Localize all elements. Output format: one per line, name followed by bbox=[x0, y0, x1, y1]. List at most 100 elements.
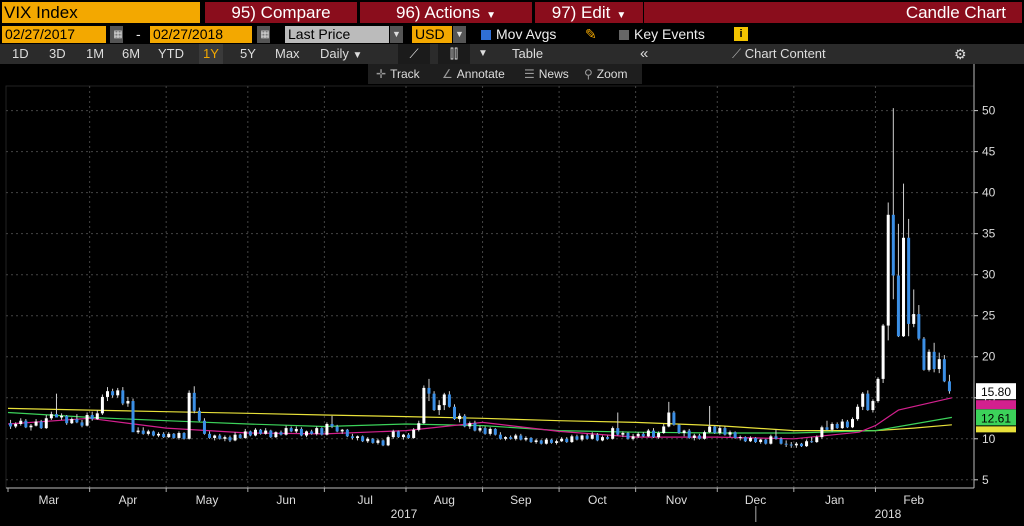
period-1d[interactable]: 1D bbox=[12, 46, 29, 61]
y-tick-label: 40 bbox=[982, 186, 996, 200]
candle-body bbox=[310, 431, 314, 434]
candle-body bbox=[407, 434, 411, 438]
candle-body bbox=[116, 390, 120, 396]
candle-body bbox=[544, 439, 548, 444]
candle-body bbox=[560, 438, 564, 442]
candle-body bbox=[305, 431, 309, 436]
chart-content-button[interactable]: ⟋ Chart Content bbox=[732, 44, 826, 64]
end-date-input[interactable]: 02/27/2018 bbox=[150, 26, 252, 43]
frequency-select[interactable]: Daily ▼ bbox=[320, 44, 362, 64]
candle-body bbox=[299, 428, 303, 436]
chart-type-title: Candle Chart bbox=[644, 2, 1022, 23]
table-button[interactable]: Table bbox=[512, 46, 544, 61]
start-date-input[interactable]: 02/27/2017 bbox=[2, 26, 106, 43]
candle-body bbox=[621, 433, 625, 435]
field-select[interactable]: Last Price bbox=[285, 26, 389, 43]
ma-magenta-box bbox=[976, 400, 1016, 410]
candle-body bbox=[600, 437, 604, 441]
period-max[interactable]: Max bbox=[275, 46, 300, 61]
candle-body bbox=[54, 414, 58, 418]
candle-body bbox=[238, 434, 242, 438]
candle-body bbox=[14, 424, 18, 427]
candle-body bbox=[850, 419, 854, 428]
year-label-2017: 2017 bbox=[391, 507, 418, 521]
x-tick-label: Mar bbox=[38, 493, 59, 507]
candle-body bbox=[85, 414, 89, 426]
candle-body bbox=[279, 432, 283, 435]
candle-body bbox=[866, 393, 870, 411]
candle-body bbox=[60, 415, 64, 418]
calendar-icon[interactable]: ▦ bbox=[257, 26, 270, 43]
gear-icon[interactable]: ⚙ bbox=[954, 46, 967, 62]
collapse-button[interactable]: « bbox=[640, 45, 649, 62]
actions-menu[interactable]: 96) Actions ▼ bbox=[360, 2, 532, 23]
x-tick-label: Dec bbox=[745, 493, 766, 507]
track-label: Track bbox=[390, 67, 420, 81]
candle-body bbox=[641, 433, 645, 437]
track-button[interactable]: ✛ Track bbox=[376, 64, 420, 84]
annotate-button[interactable]: ∠ Annotate bbox=[442, 64, 505, 84]
candle-body bbox=[907, 237, 911, 324]
candle-body bbox=[493, 428, 497, 435]
x-tick-label: Apr bbox=[119, 493, 138, 507]
candle-body bbox=[606, 437, 610, 439]
security-field[interactable]: VIX Index bbox=[2, 2, 200, 23]
candle-body bbox=[162, 433, 166, 438]
ma-label: 12.61 bbox=[981, 411, 1011, 425]
candle-body bbox=[182, 433, 186, 439]
candle-body bbox=[468, 423, 472, 427]
candle-body bbox=[539, 440, 543, 444]
candles bbox=[9, 108, 951, 448]
period-1y[interactable]: 1Y bbox=[199, 44, 223, 64]
candle-body bbox=[34, 421, 38, 426]
candle-body bbox=[805, 441, 809, 447]
candle-body bbox=[595, 434, 599, 441]
period-3d[interactable]: 3D bbox=[49, 46, 66, 61]
candle-body bbox=[774, 436, 778, 439]
candle-body bbox=[274, 432, 278, 438]
candle-body bbox=[80, 422, 84, 426]
plot-frame bbox=[5, 85, 975, 489]
currency-select[interactable]: USD bbox=[412, 26, 452, 43]
period-1m[interactable]: 1M bbox=[86, 46, 105, 61]
zoom-label: Zoom bbox=[596, 67, 628, 81]
edit-menu[interactable]: 97) Edit ▼ bbox=[535, 2, 643, 23]
candle-body bbox=[248, 431, 252, 436]
y-tick-label: 45 bbox=[982, 145, 996, 159]
line-chart-icon[interactable]: ⟋ bbox=[398, 44, 430, 64]
candle-body bbox=[529, 437, 533, 443]
dropdown-icon: ▼ bbox=[486, 10, 496, 21]
candle-body bbox=[452, 406, 456, 420]
candle-body bbox=[555, 441, 559, 443]
candle-body bbox=[136, 430, 140, 433]
candle-body bbox=[723, 428, 727, 435]
dropdown-icon[interactable]: ▼ bbox=[453, 26, 466, 43]
candle-body bbox=[575, 436, 579, 440]
candle-body bbox=[422, 387, 426, 424]
period-5y[interactable]: 5Y bbox=[240, 46, 256, 61]
candle-body bbox=[473, 423, 477, 431]
candle-body bbox=[325, 424, 329, 435]
zoom-button[interactable]: ⚲ Zoom bbox=[584, 64, 627, 84]
dropdown-icon[interactable]: ▼ bbox=[478, 48, 488, 59]
info-icon[interactable]: i bbox=[734, 27, 748, 41]
candle-body bbox=[912, 314, 916, 324]
candle-icon[interactable]: ⫿⫿ bbox=[438, 44, 470, 64]
x-tick-label: Feb bbox=[903, 493, 924, 507]
calendar-icon[interactable]: ▦ bbox=[110, 26, 123, 43]
candle-body bbox=[845, 421, 849, 428]
period-ytd[interactable]: YTD bbox=[158, 46, 184, 61]
period-6m[interactable]: 6M bbox=[122, 46, 141, 61]
candle-body bbox=[871, 401, 875, 411]
key-events-toggle[interactable]: Key Events bbox=[616, 26, 728, 43]
x-tick-label: Jan bbox=[825, 493, 844, 507]
compare-menu[interactable]: 95) Compare bbox=[205, 2, 357, 23]
candle-body bbox=[243, 431, 247, 438]
candle-body bbox=[223, 437, 227, 439]
mov-avgs-toggle[interactable]: Mov Avgs bbox=[478, 26, 578, 43]
dropdown-icon[interactable]: ▼ bbox=[390, 26, 403, 43]
candle-body bbox=[284, 428, 288, 435]
pencil-icon[interactable]: ✎ bbox=[585, 26, 597, 42]
news-button[interactable]: ☰ News bbox=[524, 64, 569, 84]
last-price-box bbox=[976, 383, 1016, 400]
